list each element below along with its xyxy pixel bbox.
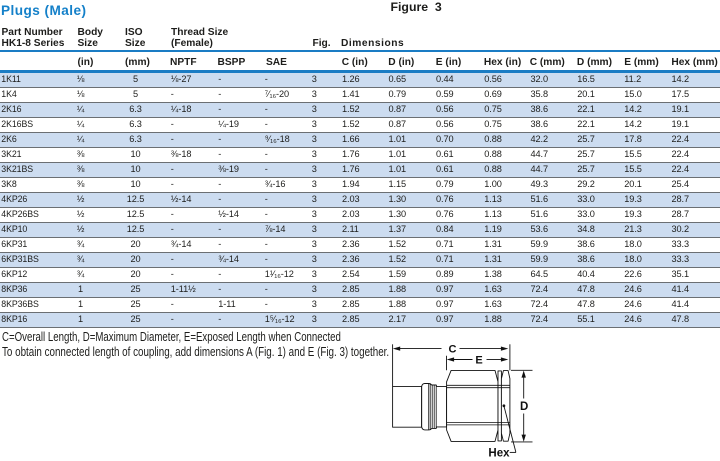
svg-text:D: D <box>520 401 528 413</box>
svg-text:E: E <box>475 355 482 367</box>
svg-text:Hex: Hex <box>488 448 510 460</box>
svg-text:C: C <box>449 344 457 356</box>
